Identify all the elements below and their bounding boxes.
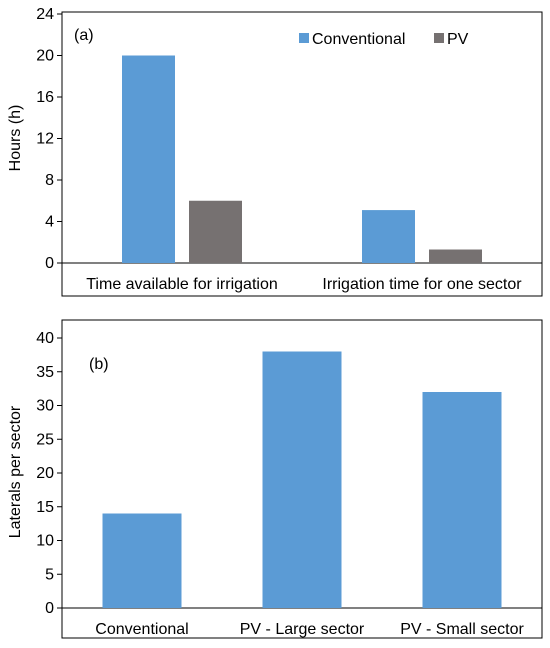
y-tick-label: 10 — [36, 533, 54, 550]
panel-a-label: (a) — [74, 27, 94, 44]
y-tick-label: 16 — [36, 89, 54, 106]
x-tick-label: PV - Small sector — [400, 621, 524, 638]
legend-swatch-conventional — [299, 33, 309, 43]
y-tick-label: 0 — [45, 600, 54, 617]
bar-pv-1 — [429, 249, 482, 263]
y-tick-label: 30 — [36, 398, 54, 415]
panel-a-legend: Conventional PV — [299, 31, 469, 48]
y-tick-label: 8 — [45, 172, 54, 189]
y-tick-label: 20 — [36, 48, 54, 65]
legend-swatch-pv — [434, 33, 444, 43]
y-tick-label: 20 — [36, 465, 54, 482]
x-tick-label: PV - Large sector — [240, 621, 365, 638]
panel-a-y-axis-label: Hours (h) — [7, 105, 24, 172]
x-tick-label: Conventional — [95, 621, 188, 638]
bar-pv-0 — [189, 200, 242, 263]
bar-conventional-1 — [362, 210, 415, 263]
x-tick-label: Time available for irrigation — [86, 276, 277, 293]
bar-series-2 — [422, 392, 502, 608]
y-tick-label: 24 — [36, 6, 54, 23]
legend-label-conventional: Conventional — [312, 31, 405, 48]
panel-a: (a) Hours (h) 0 4 8 12 16 20 24 Time available… — [7, 6, 543, 297]
y-tick-label: 35 — [36, 364, 54, 381]
bar-series-1 — [262, 351, 342, 608]
y-tick-label: 0 — [45, 255, 54, 272]
panel-b-x-tick-labels: Conventional PV - Large sector PV - Small … — [95, 621, 524, 638]
y-tick-label: 5 — [45, 566, 54, 583]
x-tick-label: Irrigation time for one sector — [322, 276, 522, 293]
bar-series-0 — [102, 513, 182, 608]
y-tick-label: 12 — [36, 131, 54, 148]
y-tick-label: 4 — [45, 214, 54, 231]
panel-b-label: (b) — [89, 356, 109, 373]
panel-b-bars — [102, 351, 502, 608]
bar-conventional-0 — [122, 55, 175, 263]
panel-b: (b) Laterals per sector 0 5 10 15 20 25 30 35 40… — [7, 319, 543, 639]
panel-a-x-tick-labels: Time available for irrigation Irrigation … — [86, 276, 522, 293]
panel-b-y-axis-label: Laterals per sector — [7, 405, 24, 538]
y-tick-label: 25 — [36, 431, 54, 448]
legend-label-pv: PV — [447, 31, 469, 48]
panel-a-bars — [122, 55, 482, 263]
y-tick-label: 40 — [36, 330, 54, 347]
y-tick-label: 15 — [36, 499, 54, 516]
